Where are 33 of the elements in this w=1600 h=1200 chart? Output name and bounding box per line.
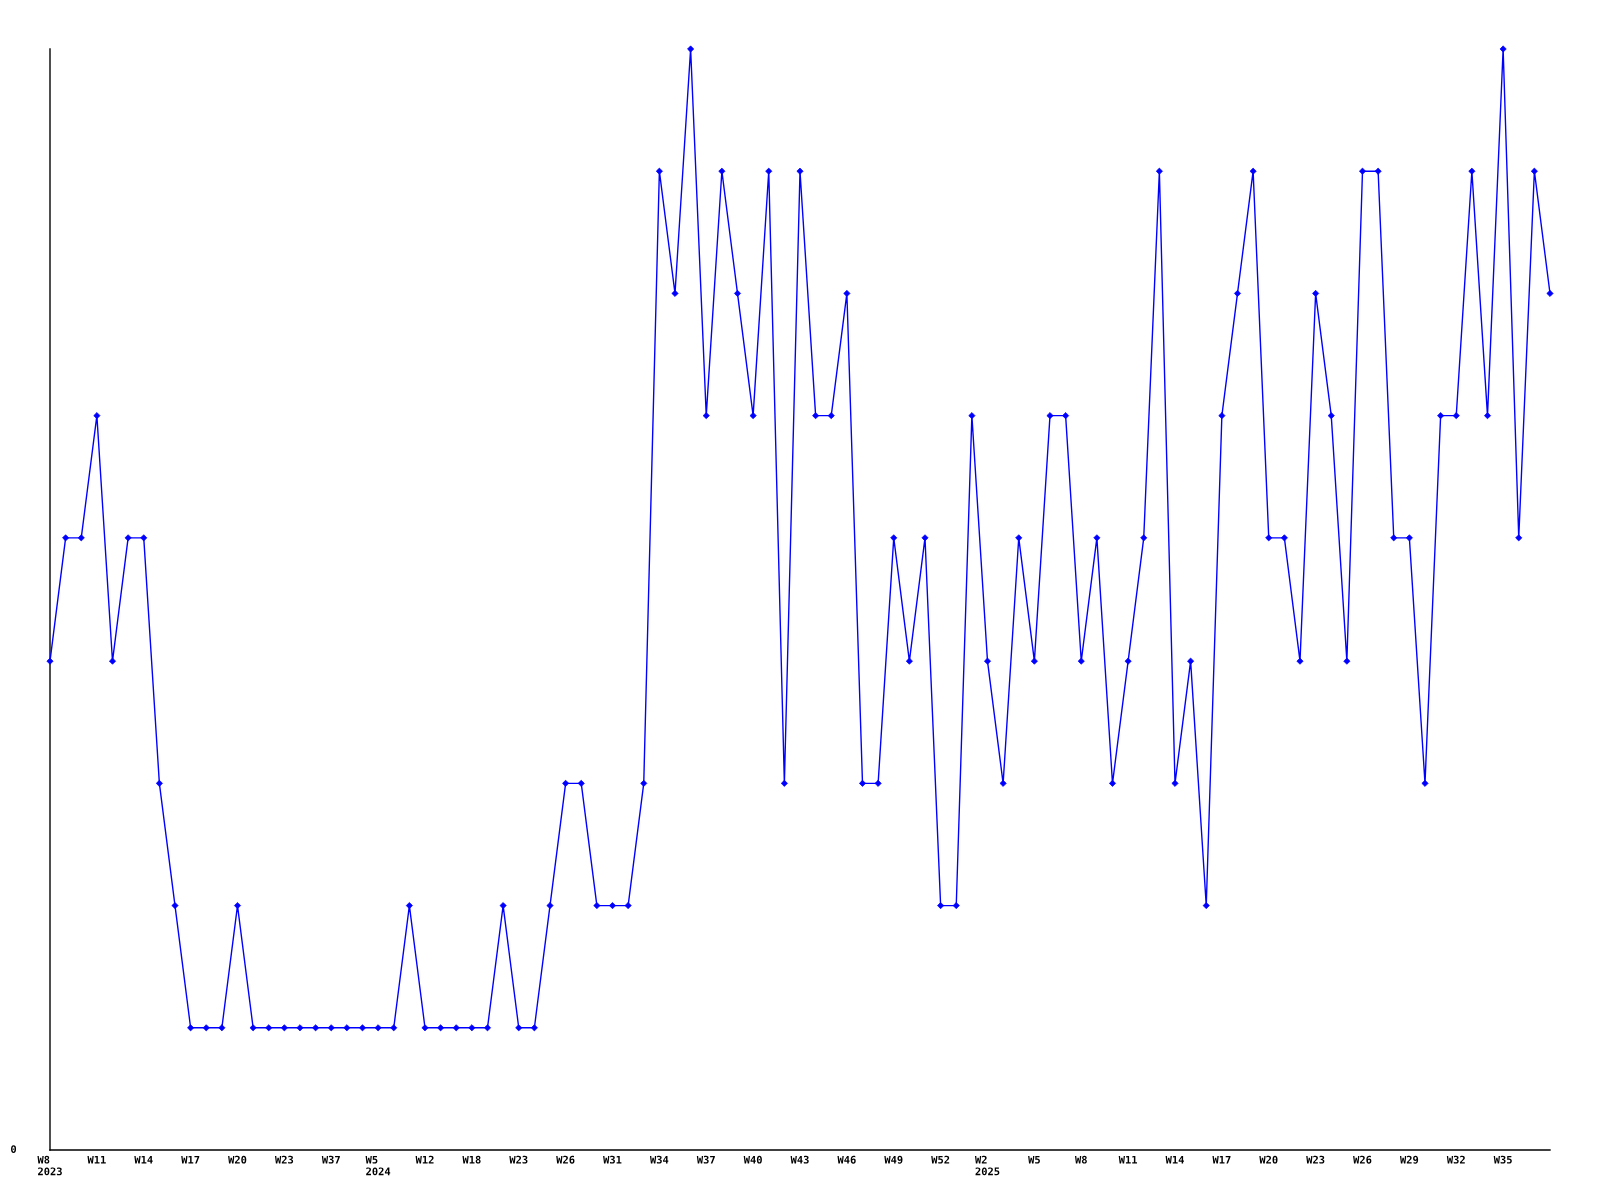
x-tick-label: W23 [1306, 1155, 1325, 1164]
x-tick-label: W14 [134, 1155, 153, 1164]
x-tick-label: W37 [696, 1155, 715, 1164]
x-tick-label: W52 [931, 1155, 950, 1164]
x-tick-label: W5 [1028, 1155, 1040, 1164]
x-tick-label: W32 [1446, 1155, 1465, 1164]
x-tick-label: W17 [1212, 1155, 1231, 1164]
x-tick-label: W8 [1074, 1155, 1087, 1164]
x-tick-label: W34 [649, 1155, 669, 1164]
x-tick-label: W49 [884, 1155, 903, 1164]
text: 0 [11, 1145, 17, 1154]
x-tick-label: W40 [743, 1155, 762, 1164]
x-tick-label: W35 [1493, 1155, 1512, 1164]
x-tick-label: W43 [790, 1155, 809, 1164]
x-tick-label: W18 [462, 1155, 481, 1164]
x-tick-label: W31 [603, 1155, 622, 1164]
x-tick-label: W37 [321, 1155, 340, 1164]
x-tick-label: W17 [181, 1155, 200, 1164]
x-tick-label: W12 [415, 1155, 434, 1164]
x-tick-label: W14 [1165, 1155, 1184, 1164]
x-tick-label: W20 [228, 1155, 247, 1164]
x-tick-label: W26 [1353, 1155, 1372, 1164]
x-tick-label: W20 [1259, 1155, 1278, 1164]
x-tick-label: W8 2023 [37, 1155, 62, 1176]
x-tick-label: W11 [87, 1155, 106, 1164]
x-tick-label: W23 [509, 1155, 528, 1164]
x-tick-label: W11 [1118, 1155, 1138, 1164]
x-tick-label: W2 2025 [974, 1155, 1000, 1176]
x-tick-label: W26 [556, 1155, 575, 1164]
x-tick-label: W46 [837, 1155, 856, 1164]
x-tick-label: W29 [1399, 1155, 1419, 1164]
x-tick-label: W5 2024 [365, 1155, 391, 1176]
x-tick-label: W23 [274, 1155, 294, 1164]
